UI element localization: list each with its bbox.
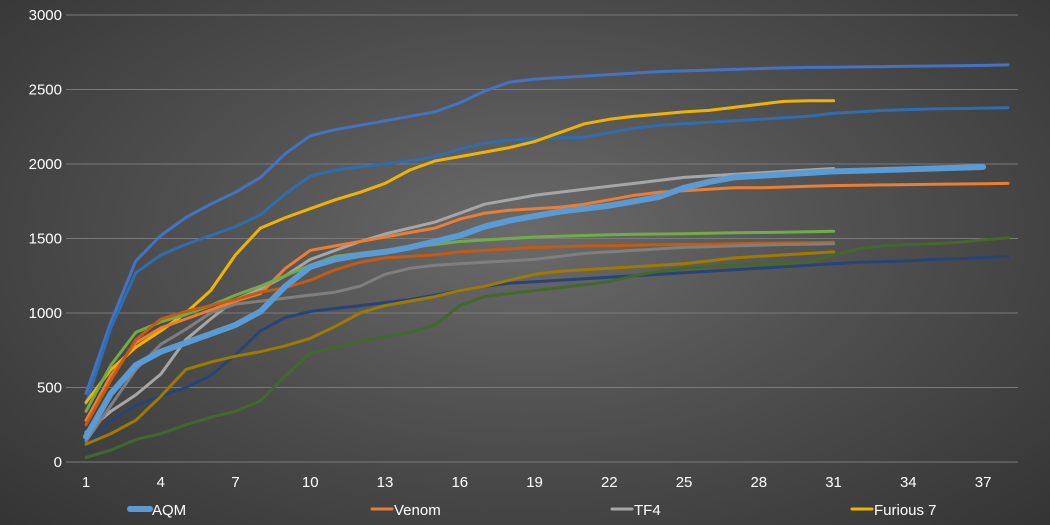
x-tick-label: 1 bbox=[82, 474, 90, 491]
y-tick-label: 2500 bbox=[29, 82, 62, 99]
series-line-11 bbox=[84, 236, 1010, 459]
y-axis-tick-labels: 0 500 1000 1500 2000 2500 3000 bbox=[29, 7, 62, 471]
x-tick-label: 25 bbox=[676, 474, 693, 491]
legend-label: TF4 bbox=[634, 502, 661, 519]
series-line-10 bbox=[84, 250, 836, 446]
legend-label: Furious 7 bbox=[874, 502, 937, 519]
x-tick-label: 7 bbox=[231, 474, 239, 491]
series-line-furious-7 bbox=[84, 99, 836, 404]
x-axis-tick-labels: 1 4 7 10 13 16 19 22 25 28 31 34 37 bbox=[82, 474, 992, 491]
x-tick-label: 10 bbox=[302, 474, 319, 491]
legend: AQM Venom TF4 Furious 7 bbox=[127, 502, 937, 519]
x-tick-label: 34 bbox=[900, 474, 917, 491]
x-tick-label: 13 bbox=[377, 474, 394, 491]
series-line-aqm bbox=[83, 164, 987, 440]
y-tick-label: 2000 bbox=[29, 156, 62, 173]
x-tick-label: 31 bbox=[825, 474, 842, 491]
x-tick-label: 37 bbox=[975, 474, 992, 491]
x-tick-label: 4 bbox=[157, 474, 165, 491]
x-tick-label: 19 bbox=[526, 474, 543, 491]
y-tick-label: 500 bbox=[37, 380, 62, 397]
series-line-0 bbox=[84, 63, 1010, 395]
legend-label: AQM bbox=[152, 502, 186, 519]
y-tick-label: 3000 bbox=[29, 7, 62, 24]
series-line-8 bbox=[84, 242, 836, 443]
series-line-7 bbox=[84, 240, 836, 427]
x-tick-label: 28 bbox=[750, 474, 767, 491]
series-line-9 bbox=[84, 254, 1010, 449]
legend-label: Venom bbox=[394, 502, 441, 519]
x-tick-label: 22 bbox=[601, 474, 618, 491]
x-tick-label: 16 bbox=[451, 474, 468, 491]
series-line-tf4 bbox=[84, 167, 836, 434]
y-tick-label: 1000 bbox=[29, 305, 62, 322]
y-tick-label: 0 bbox=[54, 454, 62, 471]
gridlines bbox=[66, 14, 1018, 463]
y-tick-label: 1500 bbox=[29, 231, 62, 248]
series-lines bbox=[83, 63, 1010, 459]
